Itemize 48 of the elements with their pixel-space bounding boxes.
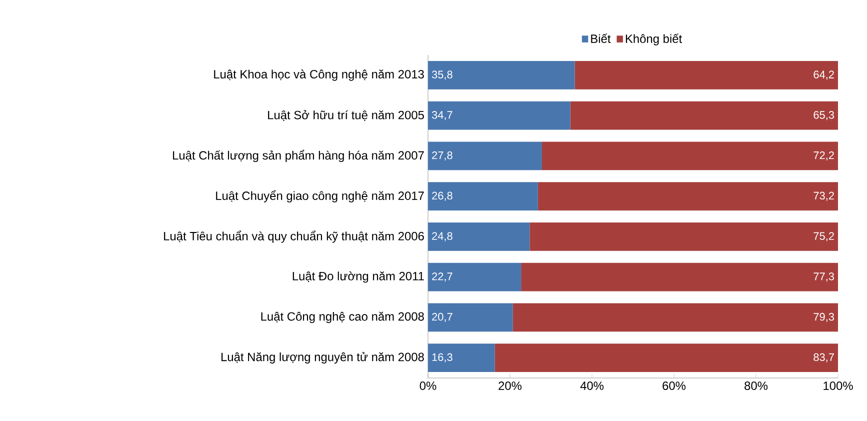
x-tick-label: 20% — [498, 382, 522, 390]
y-tick-label: Luật Đo lường năm 2011 — [292, 271, 424, 283]
bar — [428, 262, 522, 292]
data-label: 27,8 — [432, 151, 452, 160]
bar — [574, 61, 838, 90]
bar — [428, 344, 495, 372]
data-label: 22,7 — [432, 272, 452, 282]
x-tick-label: 40% — [580, 382, 604, 390]
y-tick-label: Luật Năng lượng nguyên tử năm 2008 — [221, 352, 424, 364]
bar — [428, 222, 530, 251]
data-label: 26,8 — [432, 192, 452, 201]
bar — [542, 142, 838, 170]
data-label: 35,8 — [432, 70, 452, 80]
data-label: 72,2 — [814, 151, 834, 160]
data-label: 83,7 — [814, 353, 834, 362]
bar — [521, 262, 838, 292]
data-label: 64,2 — [814, 70, 834, 80]
bar — [538, 182, 838, 210]
x-tick-label: 60% — [662, 382, 686, 390]
legend-label: Biết — [591, 34, 611, 43]
bar — [570, 101, 838, 130]
y-tick-label: Luật Chất lượng sản phẩm hàng hóa năm 2007 — [173, 150, 424, 162]
x-tick-label: 100% — [824, 382, 853, 390]
data-label: 24,8 — [432, 232, 452, 242]
data-label: 75,2 — [814, 232, 834, 242]
y-tick-label: Luật Tiêu chuẩn và quy chuẩn kỹ thuật năm 2006 — [164, 230, 424, 243]
bar — [530, 222, 838, 251]
data-label: 73,2 — [814, 192, 834, 201]
data-label: 79,3 — [814, 312, 834, 322]
y-tick-label: Luật Chuyển giao công nghệ năm 2017 — [216, 190, 424, 202]
y-tick-label: Luật Công nghệ cao năm 2008 — [261, 312, 424, 324]
x-tick-label: 80% — [744, 382, 768, 390]
data-label: 77,3 — [814, 272, 834, 282]
bar — [494, 344, 838, 372]
y-tick-label: Luật Sở hữu trí tuệ năm 2005 — [268, 110, 424, 121]
legend-label: Không biết — [626, 34, 682, 46]
data-label: 65,3 — [814, 111, 834, 120]
data-label: 20,7 — [432, 312, 452, 322]
data-label: 34,7 — [432, 111, 452, 120]
bar — [428, 101, 570, 130]
bar — [428, 303, 513, 332]
x-tick-label: 0% — [420, 382, 436, 390]
bar — [428, 182, 538, 210]
bar — [428, 61, 575, 90]
bar — [512, 303, 838, 332]
data-label: 16,3 — [432, 353, 452, 362]
y-tick-label: Luật Khoa học và Công nghệ năm 2013 — [214, 70, 424, 81]
bar — [428, 142, 542, 170]
